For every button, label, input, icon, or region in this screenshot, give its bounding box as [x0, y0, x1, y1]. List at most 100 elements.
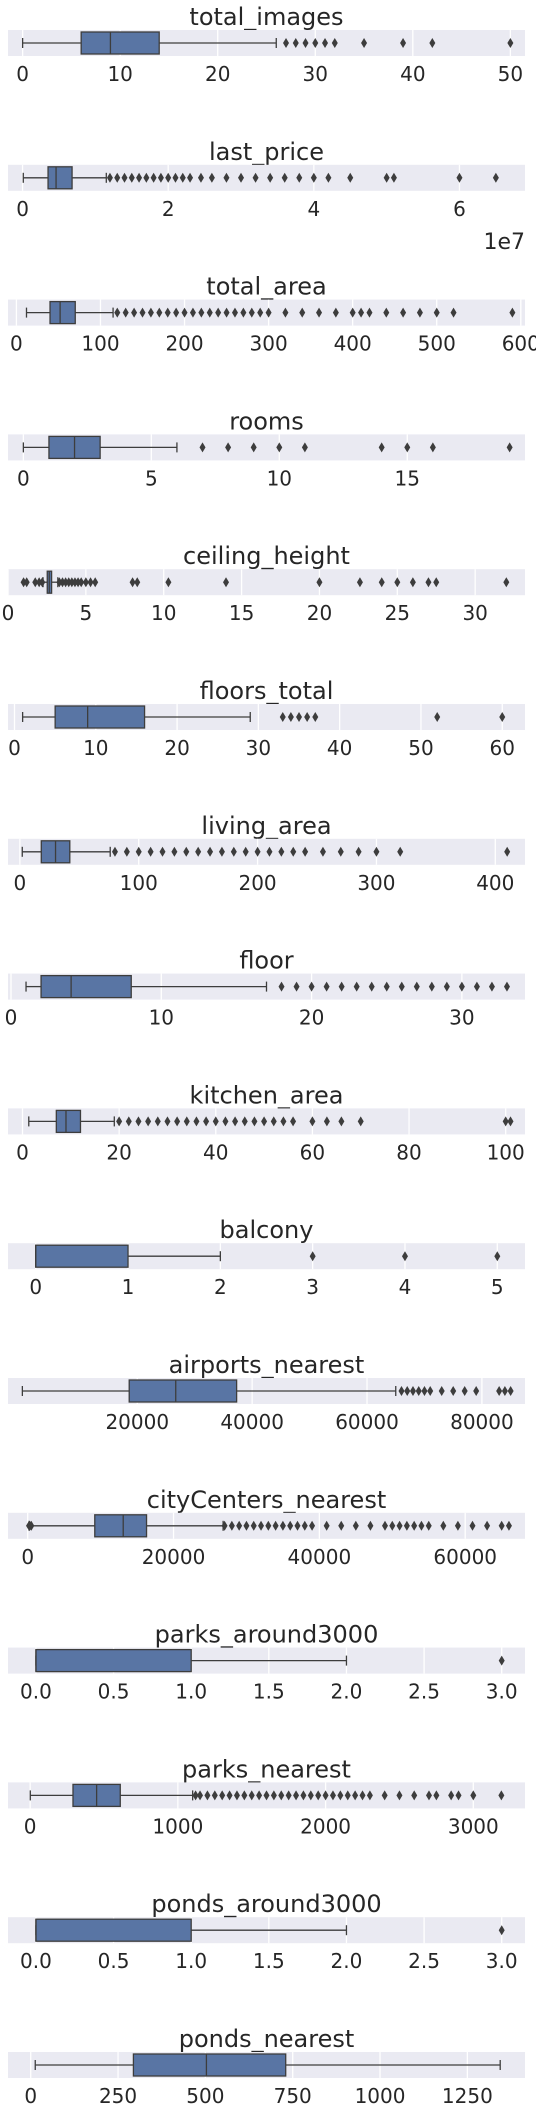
outlier-point	[122, 307, 129, 318]
outlier-point	[207, 846, 214, 857]
outlier-point	[143, 172, 150, 183]
outlier-point	[494, 1251, 501, 1262]
outlier-point	[440, 1520, 447, 1531]
outlier-point	[56, 577, 63, 588]
outlier-point	[279, 1520, 286, 1531]
outlier-point	[139, 307, 146, 318]
outlier-point	[287, 1520, 294, 1531]
outlier-point	[254, 846, 261, 857]
outlier-point	[165, 577, 172, 588]
outlier-point	[290, 846, 297, 857]
outlier-point	[323, 981, 330, 992]
outlier-point	[498, 1925, 505, 1936]
tick-label: 0	[29, 1275, 42, 1299]
outlier-point	[215, 307, 222, 318]
outlier-point	[68, 577, 75, 588]
outlier-point	[128, 172, 135, 183]
tick-label: 5	[79, 601, 92, 625]
outlier-point	[240, 307, 247, 318]
outlier-point	[413, 981, 420, 992]
outlier-point	[181, 307, 188, 318]
outlier-point	[32, 577, 39, 588]
outlier-point	[226, 1790, 233, 1801]
outlier-point	[307, 1790, 314, 1801]
tick-label: 0	[5, 1006, 18, 1030]
outlier-point	[75, 577, 82, 588]
outlier-point	[131, 307, 138, 318]
outlier-point	[174, 1116, 181, 1127]
outlier-point	[266, 846, 273, 857]
tick-label: 40	[327, 736, 352, 760]
outlier-point	[198, 307, 205, 318]
tick-label: 0.5	[98, 1949, 130, 1973]
outlier-point	[134, 577, 141, 588]
outlier-point	[136, 172, 143, 183]
tick-label: 0.0	[20, 1680, 52, 1704]
panel-title: last_price	[209, 138, 324, 166]
outlier-point	[116, 1116, 123, 1127]
outlier-point	[272, 1520, 279, 1531]
outlier-point	[280, 1116, 287, 1127]
boxplot-panel: last_price 0 2 4 6 1e7	[8, 138, 525, 255]
outlier-point	[418, 1520, 425, 1531]
tick-label: 200	[165, 332, 203, 356]
outlier-point	[366, 1790, 373, 1801]
outlier-point	[378, 442, 385, 453]
outlier-point	[232, 1116, 239, 1127]
tick-label: 100	[487, 1140, 525, 1164]
tick-label: 3	[306, 1275, 319, 1299]
outlier-point	[164, 1116, 171, 1127]
outlier-point	[499, 712, 506, 722]
tick-label: 0	[8, 736, 21, 760]
outlier-point	[383, 172, 390, 183]
outlier-point	[171, 846, 178, 857]
outlier-point	[147, 846, 154, 857]
outlier-point	[400, 307, 407, 318]
panel-title: total_area	[206, 273, 326, 301]
outlier-point	[409, 577, 416, 588]
outlier-point	[498, 1790, 505, 1801]
outlier-point	[501, 1386, 508, 1396]
boxplot-panel: total_area 0 100 200 300 400 500 600	[8, 273, 536, 356]
iqr-box	[55, 1109, 82, 1134]
outlier-point	[504, 846, 511, 857]
outlier-point	[263, 1790, 270, 1801]
tick-label: 6	[453, 197, 466, 221]
outlier-point	[505, 1520, 512, 1531]
outlier-point	[157, 172, 164, 183]
outlier-point	[39, 577, 46, 588]
outlier-point	[488, 981, 495, 992]
outlier-point	[258, 1520, 265, 1531]
outlier-point	[338, 1116, 345, 1127]
outlier-point	[358, 307, 365, 318]
tick-label: 20	[164, 736, 189, 760]
outlier-point	[241, 1116, 248, 1127]
outlier-point	[296, 712, 303, 722]
outlier-point	[59, 577, 66, 588]
outlier-point	[427, 1386, 434, 1396]
outlier-point	[338, 1520, 345, 1531]
boxplot-panel: total_images 0 10 20 30 40 50	[8, 3, 525, 86]
outlier-point	[197, 172, 204, 183]
outlier-point	[179, 172, 186, 183]
tick-label: 4	[399, 1275, 412, 1299]
outlier-point	[241, 1790, 248, 1801]
outlier-point	[425, 577, 432, 588]
outlier-point	[82, 577, 89, 588]
outlier-point	[121, 172, 128, 183]
tick-label: 10	[83, 736, 108, 760]
tick-label: 80000	[450, 1410, 514, 1434]
tick-label: 50	[408, 736, 433, 760]
outlier-point	[212, 1116, 219, 1127]
outlier-point	[394, 577, 401, 588]
outlier-point	[223, 577, 230, 588]
outlier-point	[398, 981, 405, 992]
outlier-point	[315, 1790, 322, 1801]
outlier-point	[338, 981, 345, 992]
outlier-point	[183, 1116, 190, 1127]
boxplot-panel: living_area 0 100 200 300 400	[8, 812, 525, 895]
outlier-point	[319, 846, 326, 857]
panel-title: kitchen_area	[190, 1081, 344, 1109]
